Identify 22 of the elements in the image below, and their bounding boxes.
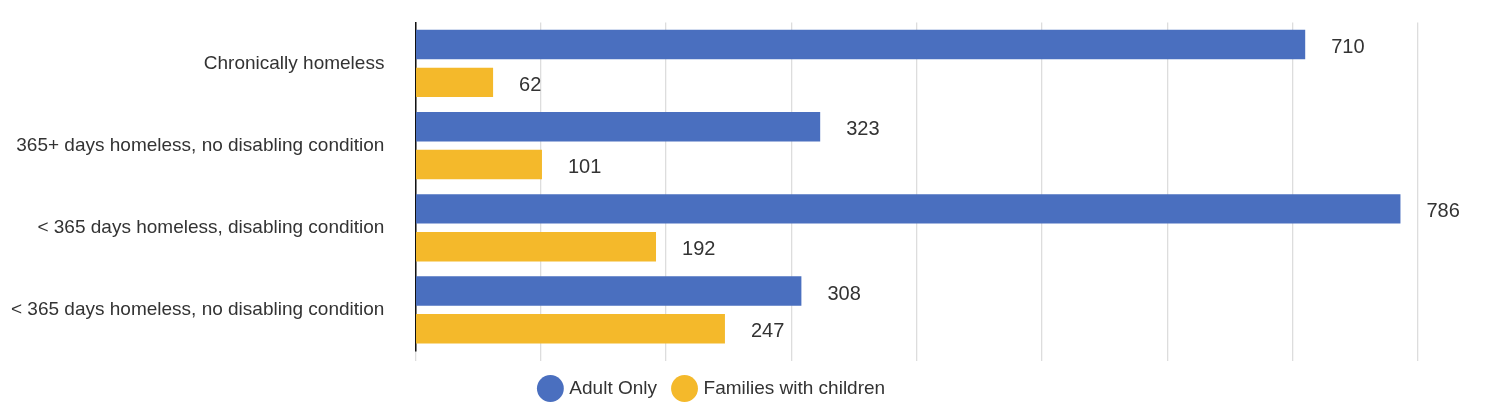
bar [416,29,1306,60]
data-label: 62 [519,72,542,95]
bar [416,67,494,98]
bar [416,149,542,180]
bar [416,276,802,306]
y-tick-label: Chronically homeless [203,51,385,73]
bar [416,111,821,142]
bar [416,231,657,262]
legend-label: Adult Only [569,376,658,398]
y-tick-label: 365+ days homeless, no disabling condition [16,133,385,155]
data-label: 192 [682,237,716,260]
bar [416,194,1401,224]
data-label: 710 [1331,35,1365,58]
data-label: 308 [827,281,861,304]
data-label: 786 [1426,199,1460,222]
y-tick-label: < 365 days homeless, disabling condition [37,216,385,238]
data-label: 101 [567,155,602,178]
legend-label: Families with children [703,376,886,398]
data-label: 247 [750,319,785,342]
y-tick-label: < 365 days homeless, no disabling condition [10,298,385,320]
data-label: 323 [846,117,880,140]
bar [416,314,725,344]
